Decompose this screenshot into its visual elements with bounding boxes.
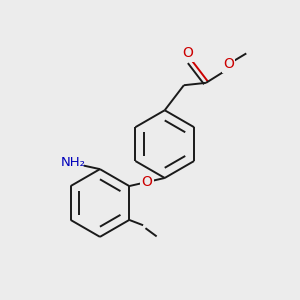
- Text: NH₂: NH₂: [61, 156, 86, 169]
- Text: O: O: [223, 57, 234, 71]
- Text: O: O: [142, 175, 152, 189]
- Text: O: O: [182, 46, 193, 60]
